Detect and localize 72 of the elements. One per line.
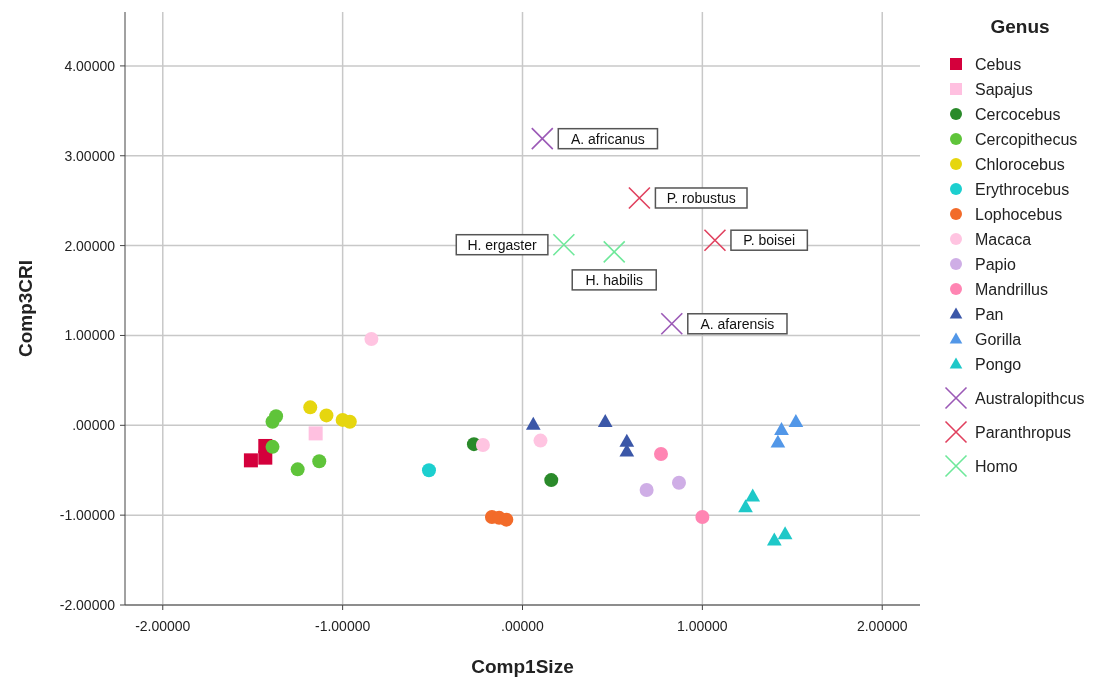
point: [703, 228, 727, 252]
x-tick-label: -1.00000: [315, 618, 371, 634]
y-tick-label: 2.00000: [64, 237, 116, 254]
y-tick-label: -1.00000: [59, 507, 116, 524]
point: [533, 433, 548, 448]
point: [364, 332, 379, 347]
point: [695, 509, 710, 524]
point: [525, 416, 541, 430]
point: [770, 434, 786, 448]
annotation: P. boisei: [743, 232, 796, 249]
legend-label: Cercocebus: [975, 106, 1061, 123]
y-axis-title: Comp3CRI: [15, 259, 36, 358]
point: [777, 526, 793, 540]
point: [602, 240, 626, 264]
x-axis-title: Comp1Size: [471, 656, 574, 677]
point: [303, 400, 318, 415]
y-tick-label: -2.00000: [59, 597, 116, 613]
point: [290, 462, 305, 477]
point: [308, 426, 323, 441]
legend-label: Macaca: [975, 231, 1032, 248]
point: [265, 439, 280, 454]
legend-label: Cercopithecus: [975, 131, 1078, 148]
x-tick-label: 2.00000: [856, 618, 908, 634]
point: [319, 408, 334, 423]
x-tick-label: .00000: [501, 618, 545, 634]
legend-label: Pan: [975, 306, 1004, 323]
annotation: A. africanus: [570, 130, 645, 147]
y-tick-label: 3.00000: [64, 147, 116, 164]
point: [243, 453, 258, 468]
point: [639, 482, 654, 497]
legend-label: Papio: [975, 256, 1017, 273]
legend-label: Lophocebus: [975, 206, 1063, 223]
legend-label: Homo: [975, 458, 1018, 475]
x-tick-label: -2.00000: [135, 618, 191, 634]
point: [342, 414, 357, 429]
point: [671, 475, 686, 490]
legend-label: Sapajus: [975, 81, 1033, 98]
point: [766, 532, 782, 546]
point: [788, 414, 804, 427]
legend-label: Paranthropus: [975, 424, 1072, 441]
annotation: A. afarensis: [700, 315, 775, 332]
annotation: H. habilis: [585, 271, 644, 288]
point: [619, 433, 635, 447]
annotation: H. ergaster: [467, 236, 538, 253]
annotation: P. robustus: [666, 189, 736, 206]
point: [660, 312, 684, 336]
point: [312, 454, 327, 469]
point: [421, 463, 436, 478]
y-tick-label: .00000: [72, 417, 116, 434]
x-tick-label: 1.00000: [677, 618, 728, 634]
y-tick-label: 1.00000: [64, 327, 116, 344]
legend-label: Erythrocebus: [975, 181, 1070, 198]
legend-label: Mandrillus: [975, 281, 1048, 298]
point: [552, 233, 576, 257]
point: [530, 127, 554, 150]
y-tick-label: 4.00000: [64, 57, 116, 74]
point: [265, 414, 280, 429]
point: [499, 512, 514, 527]
point: [738, 499, 753, 513]
legend-label: Australopithcus: [975, 390, 1085, 407]
legend-label: Chlorocebus: [975, 156, 1065, 173]
point: [628, 186, 651, 210]
point: [597, 414, 613, 427]
legend-label: Pongo: [975, 356, 1022, 373]
point: [745, 488, 761, 502]
legend-label: Gorilla: [975, 331, 1022, 348]
point: [654, 447, 668, 462]
legend-title: Genus: [990, 16, 1050, 37]
point: [544, 473, 559, 488]
legend-label: Cebus: [975, 56, 1022, 73]
point: [475, 438, 490, 453]
point: [774, 422, 789, 436]
